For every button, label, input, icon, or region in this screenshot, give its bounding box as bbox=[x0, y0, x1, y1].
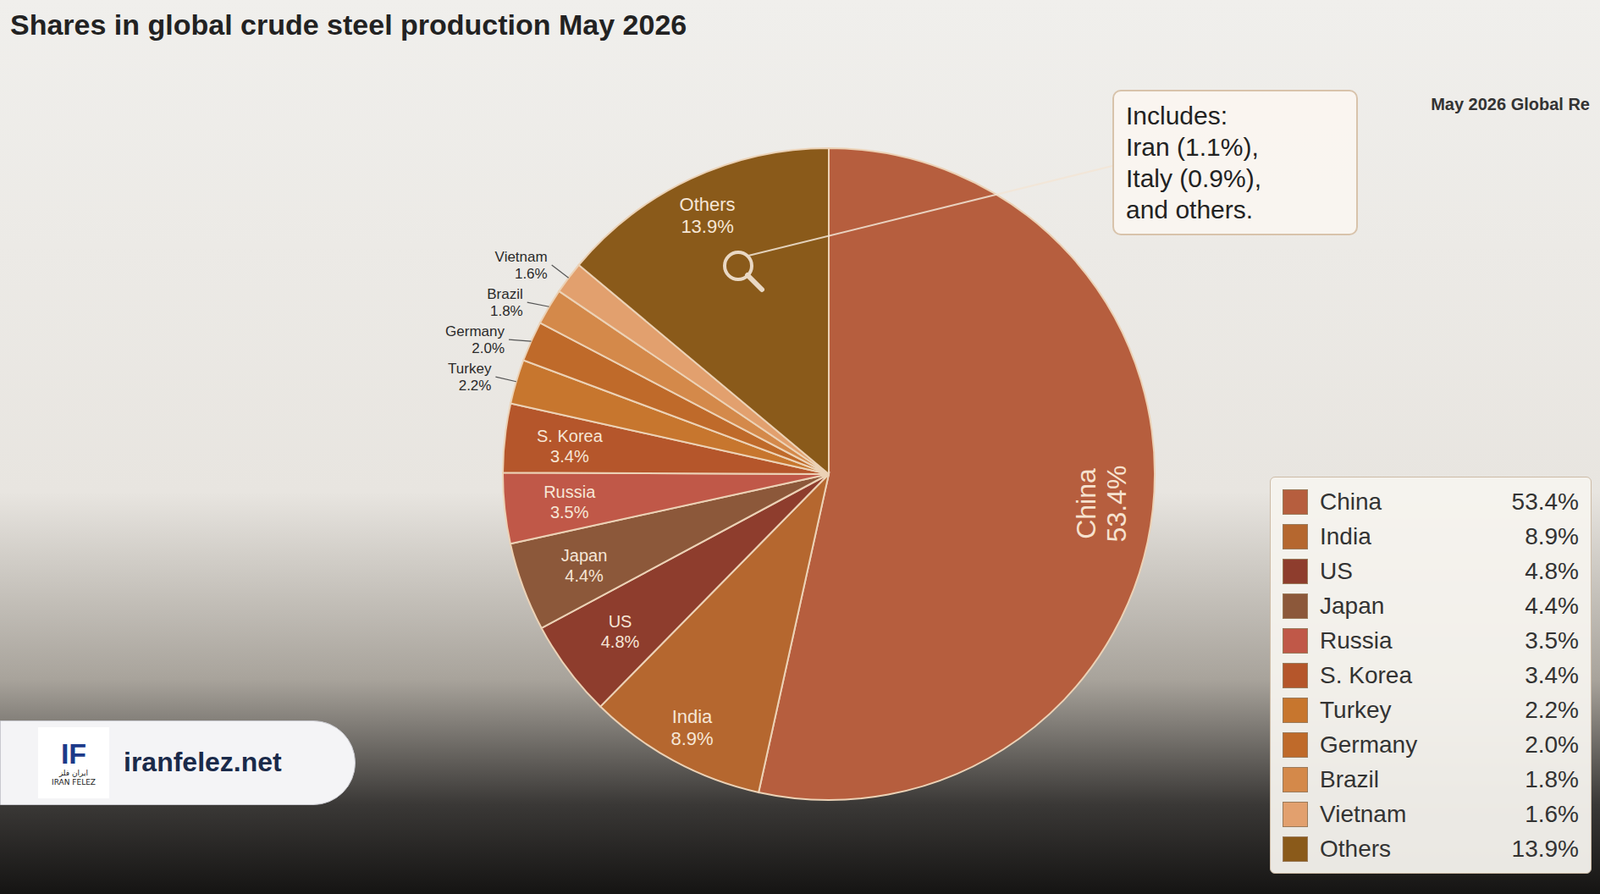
svg-text:2.2%: 2.2% bbox=[458, 377, 492, 394]
svg-text:Japan: Japan bbox=[561, 546, 608, 565]
html-text:Includes:: Includes: bbox=[1125, 101, 1228, 130]
svg-text:India: India bbox=[672, 706, 713, 728]
html-text:China: China bbox=[1319, 488, 1382, 515]
html-text:Germany: Germany bbox=[1319, 731, 1418, 758]
html-text:Iran (1.1%),: Iran (1.1%), bbox=[1125, 132, 1259, 161]
html-text:3.5%: 3.5% bbox=[1524, 626, 1579, 654]
svg-text:1.8%: 1.8% bbox=[490, 303, 524, 320]
svg-text:3.4%: 3.4% bbox=[550, 446, 590, 466]
html-text:ایران فلز: ایران فلز bbox=[59, 768, 89, 778]
svg-text:4.4%: 4.4% bbox=[564, 566, 604, 585]
html-text:IF: IF bbox=[60, 737, 87, 770]
html-text:iranfelez.net: iranfelez.net bbox=[123, 746, 282, 778]
svg-text:13.9%: 13.9% bbox=[680, 215, 734, 238]
svg-text:Brazil: Brazil bbox=[486, 286, 524, 303]
html-text:May 2026 Global Re: May 2026 Global Re bbox=[1430, 94, 1590, 114]
html-text:2.0%: 2.0% bbox=[1524, 731, 1579, 758]
html-text:Russia: Russia bbox=[1319, 626, 1393, 654]
html-text:Turkey: Turkey bbox=[1319, 696, 1392, 723]
svg-text:1.6%: 1.6% bbox=[514, 265, 548, 282]
html-text:4.8%: 4.8% bbox=[1524, 557, 1579, 584]
html-text:Shares in global crude steel p: Shares in global crude steel production … bbox=[10, 8, 687, 41]
html-text:Brazil: Brazil bbox=[1319, 765, 1380, 792]
html-text:1.6%: 1.6% bbox=[1524, 800, 1579, 827]
svg-text:Germany: Germany bbox=[445, 323, 505, 340]
html-text:Italy (0.9%),: Italy (0.9%), bbox=[1125, 164, 1262, 193]
html-text:53.4%: 53.4% bbox=[1511, 488, 1579, 515]
svg-text:S. Korea: S. Korea bbox=[536, 426, 604, 446]
html-text:3.4%: 3.4% bbox=[1524, 661, 1579, 688]
html-text:Others: Others bbox=[1319, 835, 1391, 862]
html-text:Japan: Japan bbox=[1319, 592, 1385, 619]
svg-text:US: US bbox=[608, 612, 633, 631]
html-text:S. Korea: S. Korea bbox=[1319, 661, 1413, 688]
svg-text:China: China bbox=[1070, 468, 1102, 540]
svg-text:Vietnam: Vietnam bbox=[495, 248, 548, 265]
svg-text:4.8%: 4.8% bbox=[601, 632, 640, 652]
html-text:8.9%: 8.9% bbox=[1524, 522, 1579, 549]
html-text:13.9%: 13.9% bbox=[1511, 835, 1579, 862]
svg-text:8.9%: 8.9% bbox=[670, 728, 713, 750]
html-text:India: India bbox=[1319, 522, 1372, 549]
html-text:Vietnam: Vietnam bbox=[1319, 800, 1407, 827]
html-text:and others.: and others. bbox=[1125, 195, 1253, 224]
svg-text:Others: Others bbox=[679, 193, 736, 216]
html-text:IRAN FELEZ: IRAN FELEZ bbox=[51, 777, 96, 787]
svg-text:Russia: Russia bbox=[543, 482, 596, 502]
svg-text:2.0%: 2.0% bbox=[471, 340, 505, 357]
svg-text:Turkey: Turkey bbox=[447, 360, 492, 377]
html-text:4.4%: 4.4% bbox=[1524, 592, 1579, 619]
html-text:1.8%: 1.8% bbox=[1524, 765, 1579, 792]
svg-text:3.5%: 3.5% bbox=[550, 502, 590, 522]
html-text:2.2%: 2.2% bbox=[1524, 696, 1579, 723]
html-text:US: US bbox=[1319, 557, 1353, 584]
svg-text:53.4%: 53.4% bbox=[1101, 465, 1132, 543]
